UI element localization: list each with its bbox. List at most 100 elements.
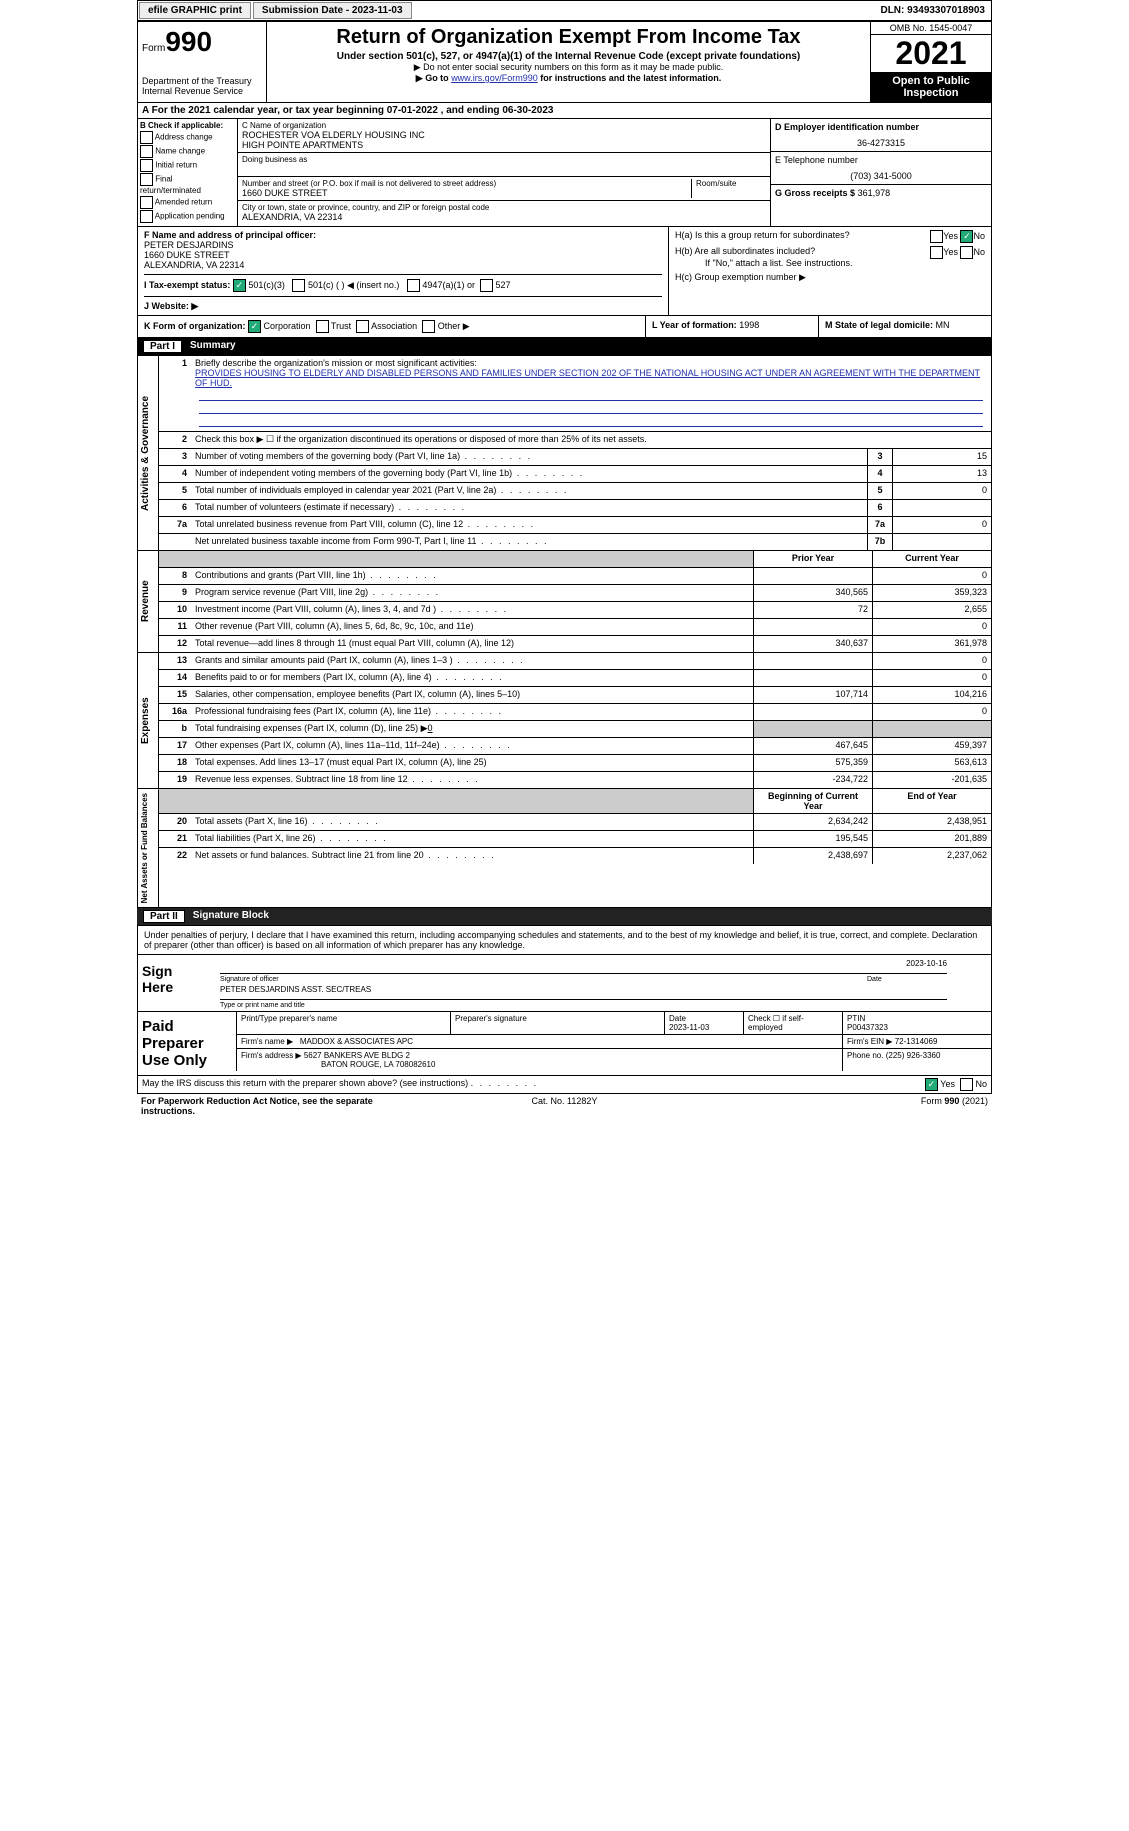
chk-527[interactable] (480, 279, 493, 292)
chk-corp[interactable]: ✓ (248, 320, 261, 333)
chk-pending[interactable]: Application pending (140, 210, 235, 223)
form-subtitle: Under section 501(c), 527, or 4947(a)(1)… (271, 51, 866, 62)
line-9: Program service revenue (Part VIII, line… (191, 585, 753, 601)
city-label: City or town, state or province, country… (242, 203, 766, 212)
chk-name-change[interactable]: Name change (140, 145, 235, 158)
chk-501c3[interactable]: ✓ (233, 279, 246, 292)
line-16b: Total fundraising expenses (Part IX, col… (191, 721, 753, 737)
irs-link[interactable]: www.irs.gov/Form990 (451, 73, 538, 83)
tax-exempt-label: I Tax-exempt status: (144, 280, 230, 290)
sig-date: 2023-10-16 (906, 959, 947, 973)
summary-activities: Activities & Governance 1 Briefly descri… (137, 355, 992, 551)
hc-label: H(c) Group exemption number ▶ (675, 272, 985, 283)
self-employed-check[interactable]: Check ☐ if self-employed (743, 1012, 842, 1034)
chk-amended[interactable]: Amended return (140, 196, 235, 209)
discuss-row: May the IRS discuss this return with the… (137, 1076, 992, 1094)
form-ref: Form 990 (2021) (706, 1096, 988, 1116)
summary-expenses: Expenses 13Grants and similar amounts pa… (137, 653, 992, 789)
ptin-value: P00437323 (847, 1023, 888, 1032)
mission-text: PROVIDES HOUSING TO ELDERLY AND DISABLED… (195, 368, 980, 388)
hdr-curr: Current Year (872, 551, 991, 567)
line-4: Number of independent voting members of … (191, 466, 867, 482)
chk-final-return[interactable]: Final return/terminated (140, 173, 235, 195)
ha-yes[interactable] (930, 230, 943, 243)
officer-city: ALEXANDRIA, VA 22314 (144, 260, 244, 270)
line-6: Total number of volunteers (estimate if … (191, 500, 867, 516)
line-7a: Total unrelated business revenue from Pa… (191, 517, 867, 533)
firm-addr2: BATON ROUGE, LA 708082610 (321, 1060, 435, 1069)
hb-yes[interactable] (930, 246, 943, 259)
chk-4947[interactable] (407, 279, 420, 292)
pra-notice: For Paperwork Reduction Act Notice, see … (141, 1096, 423, 1116)
line-18: Total expenses. Add lines 13–17 (must eq… (191, 755, 753, 771)
val-21c: 201,889 (872, 831, 991, 847)
line-10: Investment income (Part VIII, column (A)… (191, 602, 753, 618)
city-state-zip: ALEXANDRIA, VA 22314 (242, 212, 766, 222)
officer-name-title: PETER DESJARDINS ASST. SEC/TREAS (220, 985, 371, 999)
officer-label: F Name and address of principal officer: (144, 230, 316, 240)
dept-treasury: Department of the Treasury (142, 76, 262, 86)
summary-netassets: Net Assets or Fund Balances Beginning of… (137, 789, 992, 908)
ha-no[interactable]: ✓ (960, 230, 973, 243)
ein-label: D Employer identification number (775, 122, 919, 132)
val-22p: 2,438,697 (753, 848, 872, 864)
sig-officer-label: Signature of officer (210, 976, 857, 983)
chk-initial-return[interactable]: Initial return (140, 159, 235, 172)
form-header: Form990 Department of the Treasury Inter… (137, 21, 992, 103)
val-9p: 340,565 (753, 585, 872, 601)
val-6 (892, 500, 991, 516)
summary-revenue: Revenue Prior YearCurrent Year 8Contribu… (137, 551, 992, 653)
signature-block: Under penalties of perjury, I declare th… (137, 925, 992, 1076)
val-13c: 0 (872, 653, 991, 669)
top-bar: efile GRAPHIC print Submission Date - 20… (137, 0, 992, 21)
val-15p: 107,714 (753, 687, 872, 703)
form-number: Form990 (142, 26, 262, 58)
val-9c: 359,323 (872, 585, 991, 601)
firm-name: MADDOX & ASSOCIATES APC (300, 1037, 413, 1046)
submission-date-button[interactable]: Submission Date - 2023-11-03 (253, 2, 412, 19)
val-7b (892, 534, 991, 550)
website-instruction: ▶ Go to www.irs.gov/Form990 for instruct… (271, 73, 866, 84)
line-17: Other expenses (Part IX, column (A), lin… (191, 738, 753, 754)
discuss-no[interactable] (960, 1078, 973, 1091)
efile-print-button[interactable]: efile GRAPHIC print (139, 2, 251, 19)
chk-address-change[interactable]: Address change (140, 131, 235, 144)
tax-year: 2021 (871, 35, 991, 72)
val-18p: 575,359 (753, 755, 872, 771)
date-label: Date (857, 976, 987, 983)
page-footer: For Paperwork Reduction Act Notice, see … (137, 1094, 992, 1118)
chk-501c[interactable] (292, 279, 305, 292)
street-label: Number and street (or P.O. box if mail i… (242, 179, 691, 188)
gross-receipts-label: G Gross receipts $ (775, 188, 855, 198)
hdr-prior: Prior Year (753, 551, 872, 567)
hb-no[interactable] (960, 246, 973, 259)
section-b-label: B Check if applicable: (140, 121, 223, 130)
paid-preparer-label: Paid Preparer Use Only (138, 1012, 236, 1075)
val-16ac: 0 (872, 704, 991, 720)
side-expenses: Expenses (138, 653, 159, 788)
chk-trust[interactable] (316, 320, 329, 333)
open-to-public: Open to Public Inspection (871, 72, 991, 102)
line-15: Salaries, other compensation, employee b… (191, 687, 753, 703)
chk-other[interactable] (422, 320, 435, 333)
val-16ap (753, 704, 872, 720)
mission-label: Briefly describe the organization's miss… (195, 358, 477, 368)
type-name-label: Type or print name and title (210, 1002, 987, 1009)
street-address: 1660 DUKE STREET (242, 188, 691, 198)
discuss-yes[interactable]: ✓ (925, 1078, 938, 1091)
chk-assoc[interactable] (356, 320, 369, 333)
val-22c: 2,237,062 (872, 848, 991, 864)
prep-sig-label: Preparer's signature (450, 1012, 664, 1034)
val-7a: 0 (892, 517, 991, 533)
dln-label: DLN: 93493307018903 (880, 5, 991, 16)
jurat-text: Under penalties of perjury, I declare th… (138, 926, 991, 954)
val-14p (753, 670, 872, 686)
line-12: Total revenue—add lines 8 through 11 (mu… (191, 636, 753, 652)
domicile: MN (936, 320, 950, 330)
hdr-end: End of Year (872, 789, 991, 813)
firm-addr1: 5627 BANKERS AVE BLDG 2 (304, 1051, 410, 1060)
line-20: Total assets (Part X, line 16) (191, 814, 753, 830)
val-20c: 2,438,951 (872, 814, 991, 830)
val-8c: 0 (872, 568, 991, 584)
form-title: Return of Organization Exempt From Incom… (271, 26, 866, 49)
